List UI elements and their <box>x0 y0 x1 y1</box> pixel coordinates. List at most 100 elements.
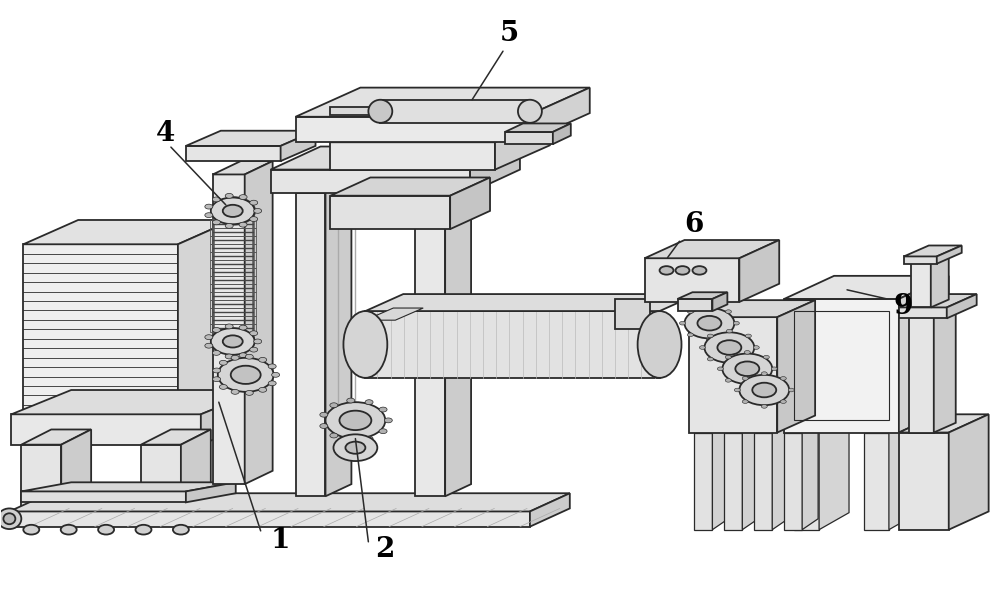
Polygon shape <box>864 432 889 529</box>
Ellipse shape <box>0 508 21 529</box>
Polygon shape <box>61 429 91 514</box>
Ellipse shape <box>320 412 328 417</box>
Polygon shape <box>899 294 977 307</box>
Ellipse shape <box>205 204 213 209</box>
Polygon shape <box>505 123 571 132</box>
Ellipse shape <box>679 321 685 325</box>
Ellipse shape <box>752 382 776 397</box>
Ellipse shape <box>231 389 239 394</box>
Ellipse shape <box>211 328 255 355</box>
Polygon shape <box>553 123 571 144</box>
Polygon shape <box>365 308 423 320</box>
Polygon shape <box>415 193 445 497</box>
Ellipse shape <box>250 200 258 205</box>
Polygon shape <box>11 390 261 414</box>
Ellipse shape <box>333 434 377 461</box>
Polygon shape <box>530 493 570 526</box>
Ellipse shape <box>254 209 262 213</box>
Polygon shape <box>296 181 351 193</box>
Ellipse shape <box>697 316 721 331</box>
Ellipse shape <box>722 354 772 384</box>
Ellipse shape <box>330 433 338 438</box>
Ellipse shape <box>250 347 258 352</box>
Polygon shape <box>445 181 471 497</box>
Polygon shape <box>739 240 779 302</box>
Ellipse shape <box>211 198 255 224</box>
Polygon shape <box>899 432 949 529</box>
Polygon shape <box>213 174 245 484</box>
Ellipse shape <box>725 333 731 337</box>
Ellipse shape <box>225 193 233 198</box>
Ellipse shape <box>739 375 789 405</box>
Polygon shape <box>325 181 351 497</box>
Polygon shape <box>296 193 325 497</box>
Polygon shape <box>645 240 779 258</box>
Polygon shape <box>678 299 712 311</box>
Polygon shape <box>330 118 550 142</box>
Ellipse shape <box>780 400 786 403</box>
Polygon shape <box>889 415 919 529</box>
Ellipse shape <box>347 438 355 443</box>
Polygon shape <box>931 254 949 307</box>
Polygon shape <box>909 317 934 432</box>
Polygon shape <box>21 429 91 445</box>
Ellipse shape <box>205 335 213 340</box>
Ellipse shape <box>744 383 750 387</box>
Ellipse shape <box>725 356 731 359</box>
Ellipse shape <box>734 388 740 392</box>
Ellipse shape <box>780 376 786 380</box>
Polygon shape <box>784 432 802 529</box>
Ellipse shape <box>638 311 681 378</box>
Polygon shape <box>330 107 380 115</box>
Ellipse shape <box>239 222 247 227</box>
Ellipse shape <box>684 308 734 339</box>
Ellipse shape <box>687 310 693 314</box>
Polygon shape <box>784 299 899 432</box>
Ellipse shape <box>3 513 15 524</box>
Ellipse shape <box>725 379 731 382</box>
Polygon shape <box>21 445 61 514</box>
Ellipse shape <box>212 197 220 202</box>
Ellipse shape <box>259 357 267 362</box>
Polygon shape <box>296 117 525 142</box>
Polygon shape <box>909 307 956 317</box>
Ellipse shape <box>788 388 794 392</box>
Polygon shape <box>21 483 236 492</box>
Polygon shape <box>495 118 550 170</box>
Polygon shape <box>365 294 697 311</box>
Polygon shape <box>141 445 181 514</box>
Ellipse shape <box>219 361 227 365</box>
Polygon shape <box>802 422 818 529</box>
Ellipse shape <box>365 400 373 404</box>
Ellipse shape <box>254 339 262 344</box>
Polygon shape <box>9 493 570 511</box>
Ellipse shape <box>231 366 261 384</box>
Polygon shape <box>937 245 962 264</box>
Ellipse shape <box>239 195 247 199</box>
Polygon shape <box>724 432 742 529</box>
Ellipse shape <box>343 311 387 378</box>
Ellipse shape <box>692 266 706 274</box>
Text: 1: 1 <box>271 527 290 554</box>
Polygon shape <box>213 161 273 174</box>
Ellipse shape <box>706 338 712 342</box>
Ellipse shape <box>707 357 713 361</box>
Ellipse shape <box>239 353 247 357</box>
Ellipse shape <box>245 390 253 395</box>
Polygon shape <box>689 317 777 432</box>
Ellipse shape <box>250 217 258 221</box>
Ellipse shape <box>23 525 39 534</box>
Polygon shape <box>911 262 931 307</box>
Polygon shape <box>904 256 937 264</box>
Polygon shape <box>615 299 650 329</box>
Ellipse shape <box>347 398 355 403</box>
Polygon shape <box>178 220 233 414</box>
Polygon shape <box>450 178 490 229</box>
Polygon shape <box>365 311 660 378</box>
Ellipse shape <box>763 379 769 382</box>
Polygon shape <box>201 390 261 445</box>
Ellipse shape <box>771 367 777 371</box>
Polygon shape <box>330 142 495 170</box>
Ellipse shape <box>259 387 267 392</box>
Ellipse shape <box>239 325 247 330</box>
